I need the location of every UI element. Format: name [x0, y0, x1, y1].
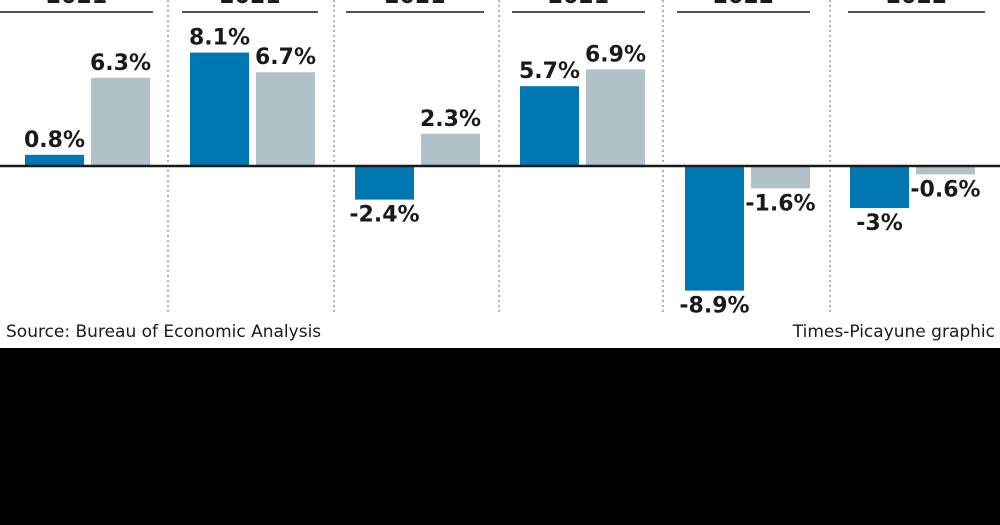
bar-chart: 2021 2021 2021 2021 2022 2022 0.8% 8.1% -2.4% 5.7… [0, 0, 1000, 319]
bar-s2-2 [421, 133, 480, 166]
data-label-s1-3: 5.7% [519, 59, 580, 84]
data-label-s2-4: -1.6% [745, 191, 815, 216]
data-label-s1-0: 0.8% [24, 128, 85, 153]
bar-s1-4 [685, 166, 744, 291]
data-label-s2-5: -0.6% [910, 177, 980, 202]
data-label-s2-0: 6.3% [90, 51, 151, 76]
bar-s1-0 [25, 154, 84, 166]
data-label-s2-1: 6.7% [255, 45, 316, 70]
bar-s1-2 [355, 166, 414, 200]
year-label-2: 2021 [384, 0, 445, 9]
chart-panel: 2021 2021 2021 2021 2022 2022 0.8% 8.1% -2.4% 5.7… [0, 0, 1000, 348]
year-label-0: 2021 [46, 0, 107, 9]
bar-s1-5 [850, 166, 909, 208]
graphic-credit: Times-Picayune graphic [792, 322, 995, 342]
bar-s1-3 [520, 86, 579, 166]
data-label-s1-5: -3% [856, 211, 902, 236]
bar-s2-0 [91, 77, 150, 166]
bar-s2-3 [586, 69, 645, 166]
bar-s1-1 [190, 52, 249, 166]
year-label-1: 2021 [219, 0, 280, 9]
bar-s2-5 [916, 166, 975, 175]
source-note: Source: Bureau of Economic Analysis [6, 322, 322, 342]
data-label-s2-2: 2.3% [420, 107, 481, 132]
year-label-4: 2022 [713, 0, 774, 9]
data-label-s1-4: -8.9% [679, 294, 749, 319]
bar-s2-1 [256, 72, 315, 166]
black-background [0, 348, 1000, 525]
data-label-s1-2: -2.4% [349, 203, 419, 228]
bar-s2-4 [751, 166, 810, 189]
year-label-5: 2022 [886, 0, 947, 9]
data-label-s1-1: 8.1% [189, 26, 250, 51]
data-label-s2-3: 6.9% [585, 42, 646, 67]
year-label-3: 2021 [548, 0, 609, 9]
